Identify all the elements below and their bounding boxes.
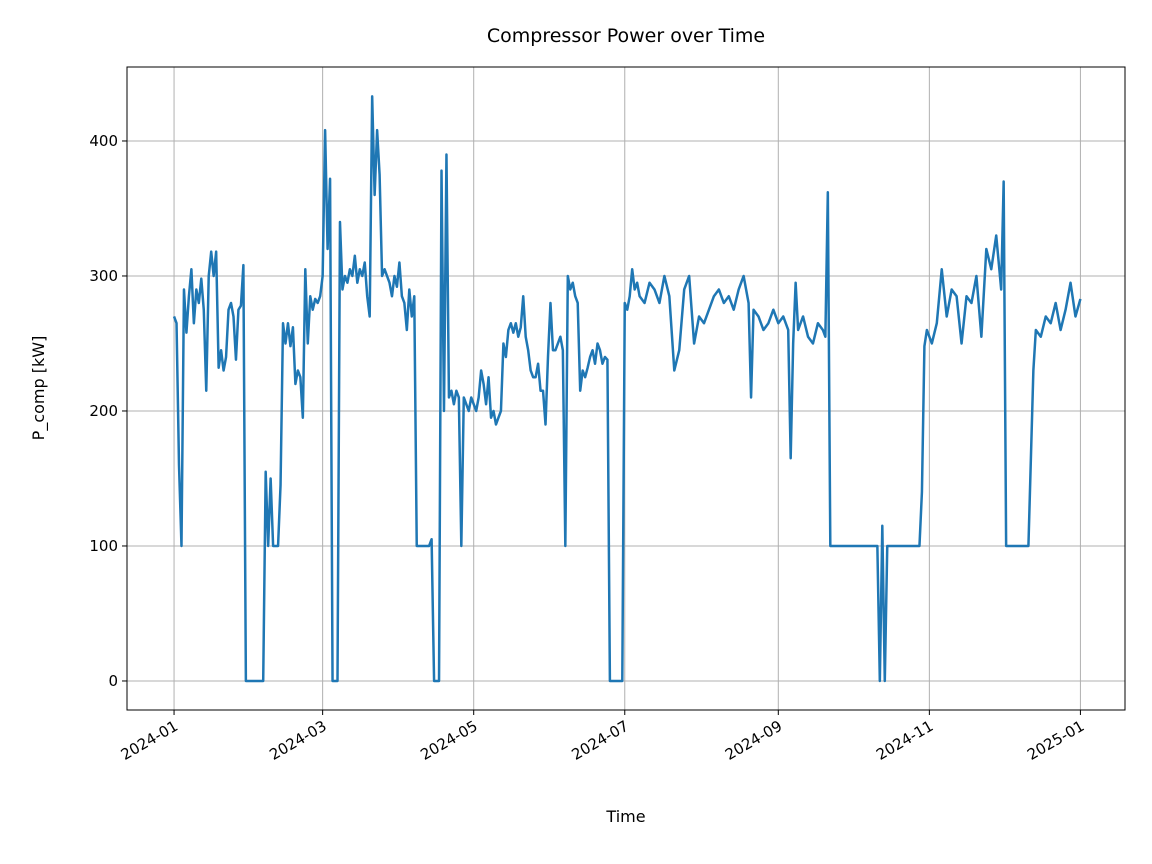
y-tick-label: 200: [89, 402, 118, 420]
y-tick-label: 300: [89, 267, 118, 285]
x-tick-label: 2024-01: [118, 717, 181, 764]
x-axis-label: Time: [605, 807, 645, 826]
x-tick-label: 2024-03: [266, 717, 329, 764]
y-tick-label: 0: [108, 672, 118, 690]
x-tick-label: 2024-05: [417, 717, 480, 764]
chart-title: Compressor Power over Time: [487, 25, 765, 47]
plot-frame: [126, 66, 1126, 711]
y-axis-label: P_comp [kW]: [29, 336, 49, 441]
x-tick-label: 2024-11: [873, 717, 936, 764]
data-line: [172, 95, 1082, 683]
x-tick-label: 2024-07: [568, 717, 631, 764]
y-tick-label: 100: [89, 537, 118, 555]
y-tick-label: 400: [89, 132, 118, 150]
x-tick-label: 2024-09: [722, 717, 785, 764]
x-tick-label: 2025-01: [1024, 717, 1087, 764]
